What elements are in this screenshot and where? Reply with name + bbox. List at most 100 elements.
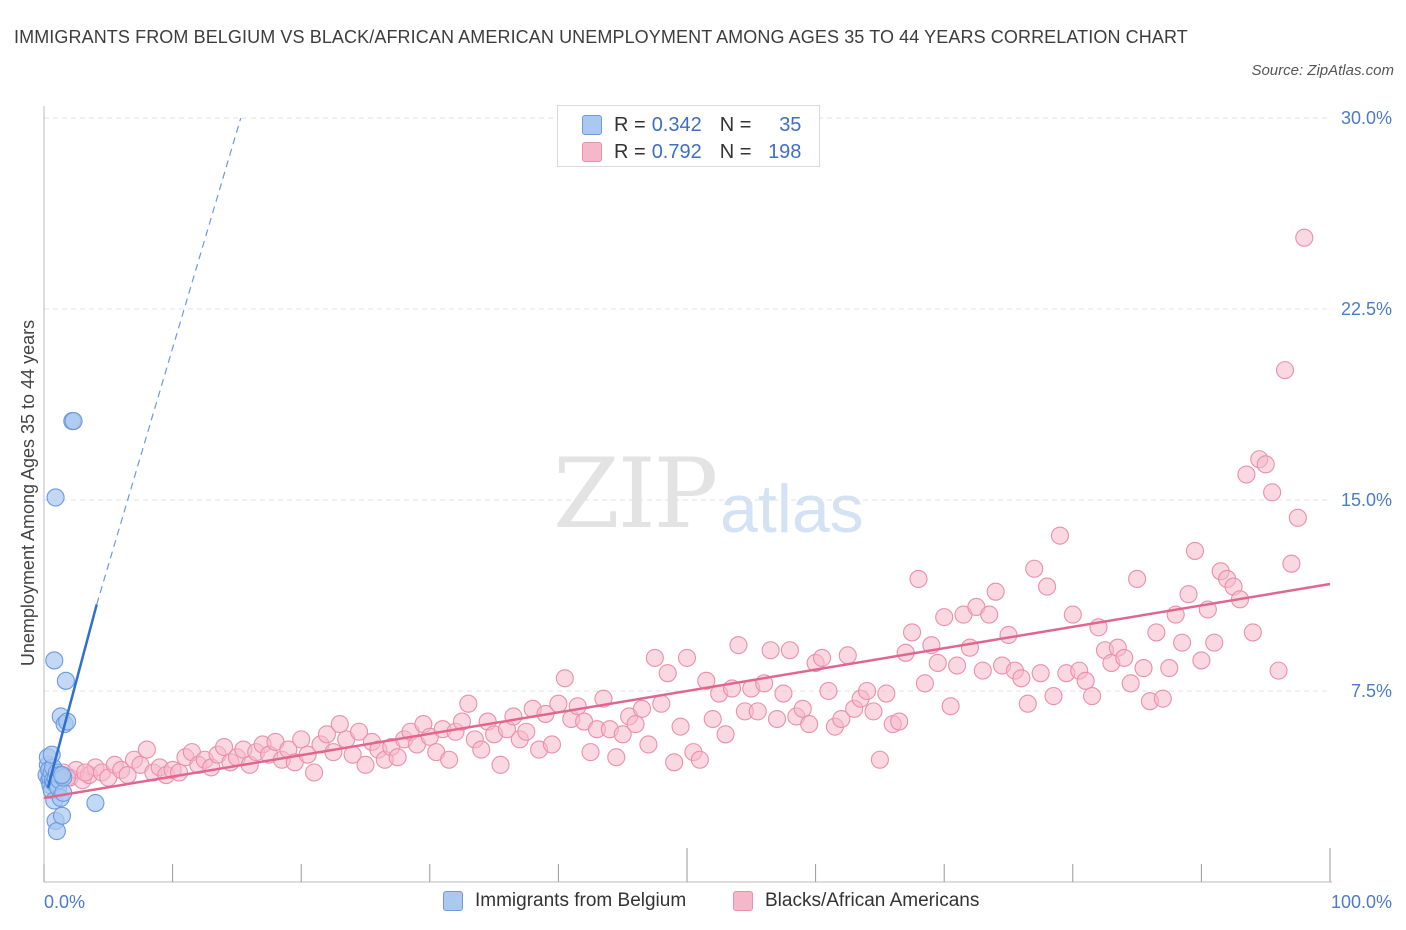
n-value: 198 [768, 140, 802, 163]
tick-labels: 7.5% 15.0% 22.5% 30.0% 0.0% 100.0% [44, 108, 1392, 912]
point-belgium-33 [52, 765, 72, 785]
point-black-114 [774, 684, 793, 703]
n-value: 35 [779, 113, 802, 136]
point-black-72 [504, 707, 523, 726]
point-black-187 [1243, 623, 1262, 642]
point-black-195 [1295, 228, 1314, 247]
chart-title: IMMIGRANTS FROM BELGIUM VS BLACK/AFRICAN… [14, 27, 1188, 47]
y-tick-label-2: 22.5% [1341, 299, 1392, 319]
point-black-170 [1134, 659, 1153, 678]
point-black-176 [1173, 633, 1192, 652]
point-black-123 [832, 709, 851, 729]
point-black-146 [980, 605, 999, 624]
point-black-95 [652, 694, 671, 713]
point-black-149 [999, 625, 1018, 645]
point-black-84 [581, 743, 600, 762]
point-black-86 [594, 689, 613, 708]
point-black-135 [909, 569, 928, 588]
point-belgium-26 [56, 671, 75, 690]
point-black-167 [1115, 648, 1134, 667]
trend-belgium-solid [46, 604, 98, 789]
point-black-192 [1275, 361, 1295, 380]
point-black-154 [1031, 664, 1050, 683]
point-black-62 [440, 750, 459, 769]
point-black-99 [677, 648, 697, 667]
point-belgium-22 [52, 806, 72, 825]
point-black-44 [324, 743, 343, 762]
y-axis-label: Unemployment Among Ages 35 to 44 years [18, 320, 38, 666]
r-label: R = [614, 113, 646, 136]
point-black-107 [729, 636, 748, 655]
point-belgium-28 [45, 651, 64, 670]
point-black-15 [137, 740, 156, 759]
pink-series-points [41, 228, 1314, 790]
point-black-70 [491, 755, 510, 774]
point-black-134 [902, 623, 922, 642]
point-black-130 [877, 684, 896, 703]
point-black-152 [1018, 694, 1037, 713]
source-label: Source: ZipAtlas.com [1251, 62, 1394, 79]
point-black-155 [1038, 577, 1057, 596]
point-black-190 [1263, 483, 1282, 502]
point-black-67 [472, 740, 491, 759]
point-black-145 [973, 661, 992, 680]
point-black-178 [1185, 541, 1205, 560]
point-black-27 [214, 737, 234, 757]
point-black-141 [948, 656, 967, 675]
point-black-80 [555, 669, 574, 688]
point-black-93 [639, 735, 658, 754]
r-value: 0.342 [651, 113, 702, 136]
watermark-atlas: atlas [720, 471, 864, 547]
point-black-41 [305, 763, 324, 782]
point-black-159 [1063, 605, 1082, 624]
point-black-97 [665, 753, 684, 772]
point-black-118 [800, 715, 819, 734]
point-black-78 [542, 735, 562, 754]
point-black-174 [1160, 659, 1179, 678]
point-black-191 [1269, 661, 1288, 680]
point-black-49 [356, 755, 375, 774]
blue-swatch [582, 115, 602, 135]
point-black-20 [169, 763, 189, 782]
point-black-117 [793, 699, 812, 718]
point-black-65 [459, 694, 478, 713]
stats-row-belgium: R = 0.342 N = 35 [582, 111, 801, 139]
legend-item-belgium[interactable]: Immigrants from Belgium [443, 890, 686, 912]
point-black-194 [1288, 508, 1307, 527]
stats-legend: R = 0.342 N = 35 R = 0.792 N = 198 [557, 105, 820, 167]
point-black-94 [645, 648, 664, 667]
point-black-91 [626, 715, 645, 734]
point-black-82 [568, 697, 587, 716]
point-black-197 [76, 763, 95, 782]
point-black-156 [1044, 687, 1063, 706]
point-black-138 [928, 653, 947, 673]
legend-item-black[interactable]: Blacks/African Americans [733, 890, 979, 912]
trend-belgium-dashed [96, 117, 242, 605]
point-belgium-31 [64, 412, 83, 431]
point-black-124 [838, 646, 857, 665]
y-tick-label-0: 7.5% [1351, 681, 1392, 701]
point-black-48 [350, 722, 369, 741]
point-black-151 [1012, 669, 1031, 688]
x-tick-label-1: 100.0% [1331, 892, 1392, 912]
point-black-161 [1076, 671, 1095, 690]
point-black-103 [703, 709, 722, 729]
legend-label: Immigrants from Belgium [475, 890, 687, 911]
n-label: N = [719, 113, 752, 136]
y-tick-label-1: 15.0% [1341, 490, 1392, 510]
point-black-139 [935, 608, 954, 627]
point-black-140 [941, 697, 960, 716]
point-belgium-15 [47, 822, 66, 841]
point-black-189 [1256, 455, 1275, 474]
point-black-177 [1179, 585, 1198, 604]
point-black-79 [549, 694, 568, 713]
point-black-127 [857, 681, 877, 701]
point-belgium-29 [46, 488, 65, 507]
point-black-54 [388, 748, 407, 767]
point-black-43 [317, 725, 336, 744]
point-black-92 [632, 699, 652, 718]
point-black-121 [819, 681, 838, 701]
r-value: 0.792 [651, 140, 702, 163]
r-label: R = [614, 140, 646, 163]
